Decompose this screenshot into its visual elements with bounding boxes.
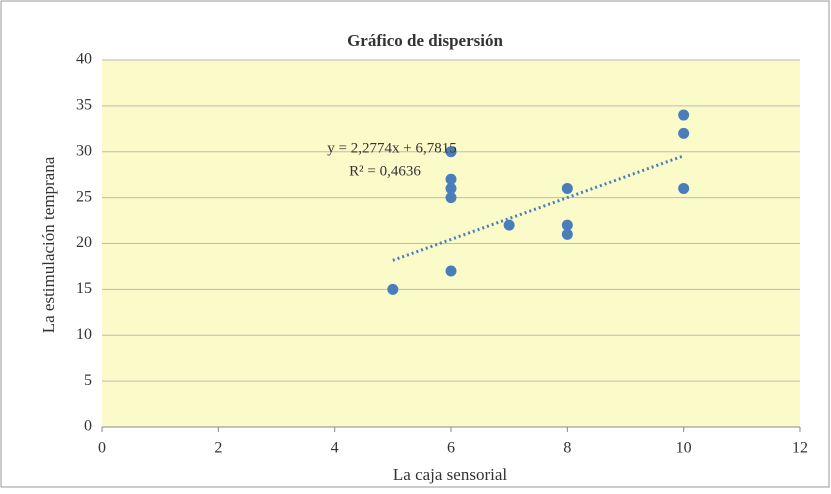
- point: [445, 192, 457, 204]
- point: [561, 228, 573, 240]
- y-tick-label: 25: [76, 188, 92, 205]
- x-tick-label: 2: [214, 440, 222, 457]
- x-axis-label: La caja sensorial: [393, 465, 507, 484]
- x-tick-label: 12: [792, 440, 808, 457]
- y-axis-label: La estimulación temprana: [39, 156, 58, 333]
- point: [678, 127, 690, 139]
- y-tick-label: 15: [76, 280, 92, 297]
- point: [445, 265, 457, 277]
- point: [678, 182, 690, 194]
- y-tick-label: 35: [76, 97, 92, 114]
- x-tick-label: 10: [676, 440, 692, 457]
- y-tick-label: 20: [76, 234, 92, 251]
- trendline-r2: R² = 0,4636: [349, 163, 421, 179]
- y-tick-label: 5: [84, 372, 92, 389]
- point: [387, 283, 399, 295]
- trendline: [392, 154, 685, 262]
- chart-title: Gráfico de dispersión: [347, 31, 503, 50]
- y-tick-label: 0: [84, 418, 92, 435]
- x-tick-label: 6: [447, 440, 455, 457]
- point: [445, 182, 457, 194]
- point: [445, 146, 457, 158]
- point: [503, 219, 515, 231]
- point: [561, 182, 573, 194]
- point: [561, 219, 573, 231]
- point: [678, 109, 690, 121]
- x-tick-label: 8: [563, 440, 571, 457]
- point: [445, 173, 457, 185]
- y-tick-label: 30: [76, 142, 92, 159]
- x-tick-label: 0: [98, 440, 106, 457]
- x-tick-label: 4: [331, 440, 339, 457]
- trendline-equation: y = 2,2774x + 6,7815: [327, 140, 456, 156]
- y-tick-label: 40: [76, 51, 92, 68]
- y-tick-label: 10: [76, 326, 92, 343]
